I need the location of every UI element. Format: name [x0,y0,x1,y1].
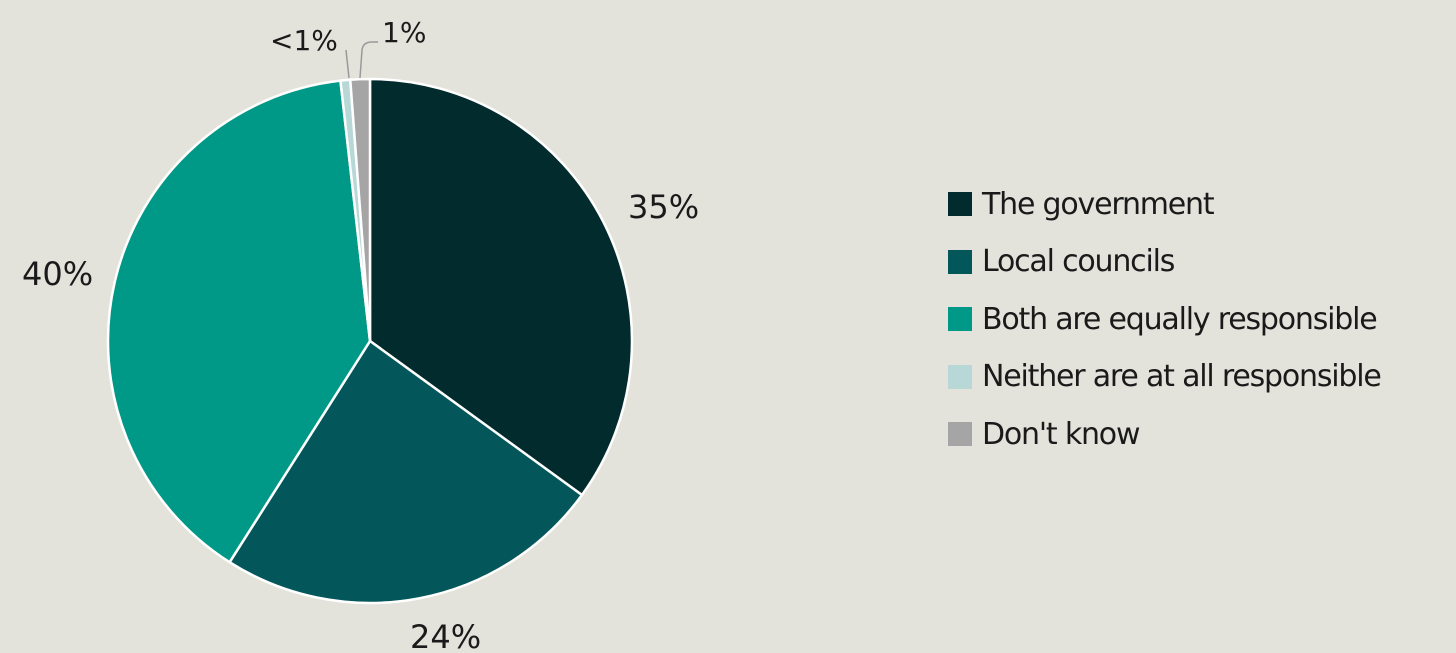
pie-slices [106,77,634,605]
pie-slice-the-government [368,77,634,497]
pie-slice-both-equally-responsible [106,79,372,564]
slice-label-neither-responsible: <1% [270,24,338,57]
legend-label-local-councils: Local councils [982,244,1175,279]
legend-item-neither-responsible: Neither are at all responsible [948,353,1456,401]
legend-item-local-councils: Local councils [948,238,1456,286]
legend-item-dont-know: Don't know [948,410,1456,458]
pie-slice-dont-know [349,77,372,343]
legend-swatch-the-government [948,192,972,216]
legend: The government Local councils Both are e… [948,180,1456,468]
leader-line-neither [345,49,350,79]
leader-line-dont-know [359,41,378,79]
legend-label-both-equally-responsible: Both are equally responsible [982,301,1378,337]
pie-slice-local-councils [228,339,584,605]
legend-item-both-equally-responsible: Both are equally responsible [948,295,1456,343]
legend-swatch-neither-responsible [948,364,972,389]
legend-swatch-local-councils [948,249,972,274]
legend-swatch-dont-know [948,422,972,446]
slice-label-local-councils: 24% [410,618,481,653]
legend-item-the-government: The government [948,180,1456,228]
slice-label-both-equally-responsible: 40% [22,255,93,293]
slice-label-dont-know: 1% [382,16,426,49]
legend-label-neither-responsible: Neither are at all responsible [982,359,1382,394]
pie-chart-svg: 35% 24% 40% <1% 1% [22,16,699,653]
legend-label-the-government: The government [982,186,1215,222]
legend-label-dont-know: Don't know [982,416,1140,452]
slice-label-the-government: 35% [628,188,699,226]
legend-swatch-both-equally-responsible [948,307,972,331]
